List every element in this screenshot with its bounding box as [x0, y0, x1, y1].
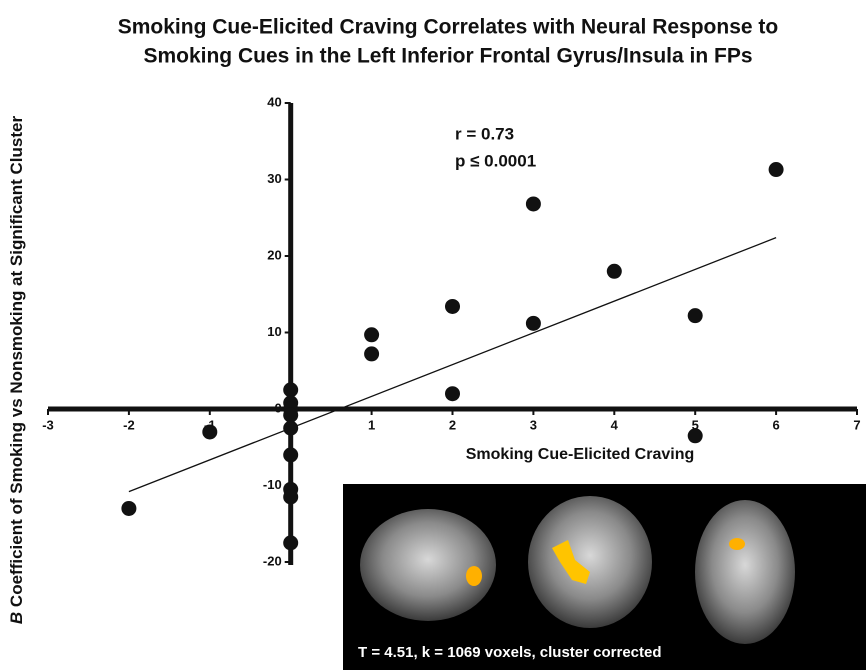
scatter-point — [445, 299, 460, 314]
scatter-point — [202, 424, 217, 439]
y-label-text: Coefficient of Smoking vs Nonsmoking at … — [7, 116, 26, 608]
scatter-point — [607, 264, 622, 279]
scatter-point — [364, 327, 379, 342]
x-tick-label: 7 — [853, 417, 860, 432]
x-tick-label: 4 — [611, 417, 619, 432]
activation-blob — [466, 566, 482, 586]
scatter-point — [283, 421, 298, 436]
scatter-point — [283, 447, 298, 462]
scatter-point — [688, 308, 703, 323]
inset-caption: T = 4.51, k = 1069 voxels, cluster corre… — [358, 644, 662, 661]
scatter-point — [445, 386, 460, 401]
brain-inset: T = 4.51, k = 1069 voxels, cluster corre… — [343, 484, 866, 670]
y-tick-label: -10 — [263, 477, 282, 492]
y-label-symbol: B — [7, 612, 26, 624]
sagittal-slice — [360, 509, 496, 621]
scatter-point — [526, 316, 541, 331]
x-tick-label: 2 — [449, 417, 456, 432]
chart-title: Smoking Cues in the Left Inferior Fronta… — [143, 45, 752, 68]
y-tick-label: 40 — [267, 94, 281, 109]
scatter-point — [364, 346, 379, 361]
x-tick-label: -3 — [42, 417, 54, 432]
y-tick-label: 0 — [274, 400, 281, 415]
annotation: r = 0.73 — [455, 124, 514, 143]
x-axis-label: Smoking Cue-Elicited Craving — [466, 446, 694, 463]
x-tick-label: -2 — [123, 417, 135, 432]
y-tick-label: 20 — [267, 247, 281, 262]
axial-slice — [695, 500, 795, 644]
scatter-point — [283, 408, 298, 423]
scatter-point — [769, 162, 784, 177]
x-tick-label: 3 — [530, 417, 537, 432]
x-tick-label: 1 — [368, 417, 375, 432]
y-tick-label: 10 — [267, 324, 281, 339]
activation-blob — [729, 538, 745, 550]
x-tick-label: 6 — [772, 417, 779, 432]
scatter-point — [526, 196, 541, 211]
coronal-slice — [528, 496, 652, 628]
scatter-point — [283, 535, 298, 550]
annotation: p ≤ 0.0001 — [455, 151, 536, 170]
scatter-point — [283, 382, 298, 397]
chart: Smoking Cue-Elicited Craving Correlates … — [0, 0, 866, 670]
scatter-point — [121, 501, 136, 516]
scatter-point — [283, 489, 298, 504]
chart-title: Smoking Cue-Elicited Craving Correlates … — [118, 16, 778, 39]
scatter-point — [688, 428, 703, 443]
y-axis-label: B Coefficient of Smoking vs Nonsmoking a… — [7, 116, 26, 625]
y-tick-label: -20 — [263, 553, 282, 568]
y-tick-label: 30 — [267, 171, 281, 186]
